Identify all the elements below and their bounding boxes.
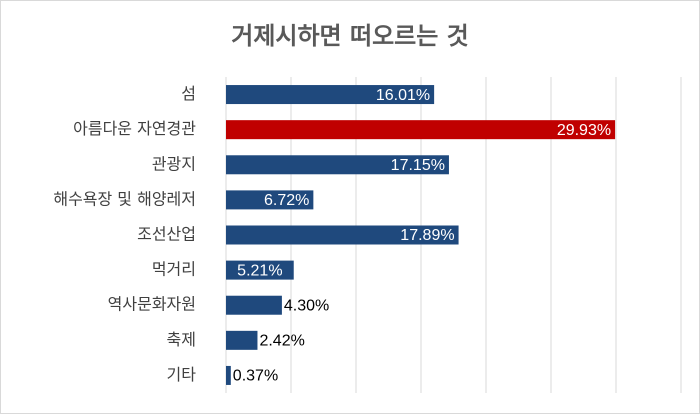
value-label: 17.89% (400, 227, 454, 244)
value-label: 29.93% (557, 122, 611, 139)
category-label: 먹거리 (152, 260, 196, 279)
value-label: 16.01% (376, 87, 430, 104)
category-label: 역사문화자원 (108, 295, 196, 314)
value-label: 2.42% (259, 333, 304, 350)
chart-title: 거제시하면 떠오르는 것 (231, 22, 469, 50)
bar (226, 225, 459, 245)
value-label: 5.21% (237, 262, 282, 279)
category-label: 조선산업 (137, 225, 196, 244)
value-label: 4.30% (284, 297, 329, 314)
category-label: 해수욕장 및 해양레저 (53, 189, 196, 208)
bar (226, 330, 258, 350)
category-label: 섬 (181, 84, 196, 103)
bar (226, 260, 294, 280)
bar (226, 295, 282, 315)
value-label: 6.72% (264, 192, 309, 209)
bar (226, 85, 435, 105)
category-label: 기타 (167, 365, 197, 384)
bar (226, 155, 449, 175)
category-label: 축제 (167, 330, 196, 349)
bar-highlight (226, 120, 616, 140)
value-label: 0.37% (233, 368, 278, 385)
value-label: 17.15% (391, 157, 445, 174)
bar (226, 365, 231, 385)
category-label: 아름다운 자연경관 (73, 119, 196, 138)
bar (226, 190, 314, 210)
category-label: 관광지 (152, 154, 196, 173)
